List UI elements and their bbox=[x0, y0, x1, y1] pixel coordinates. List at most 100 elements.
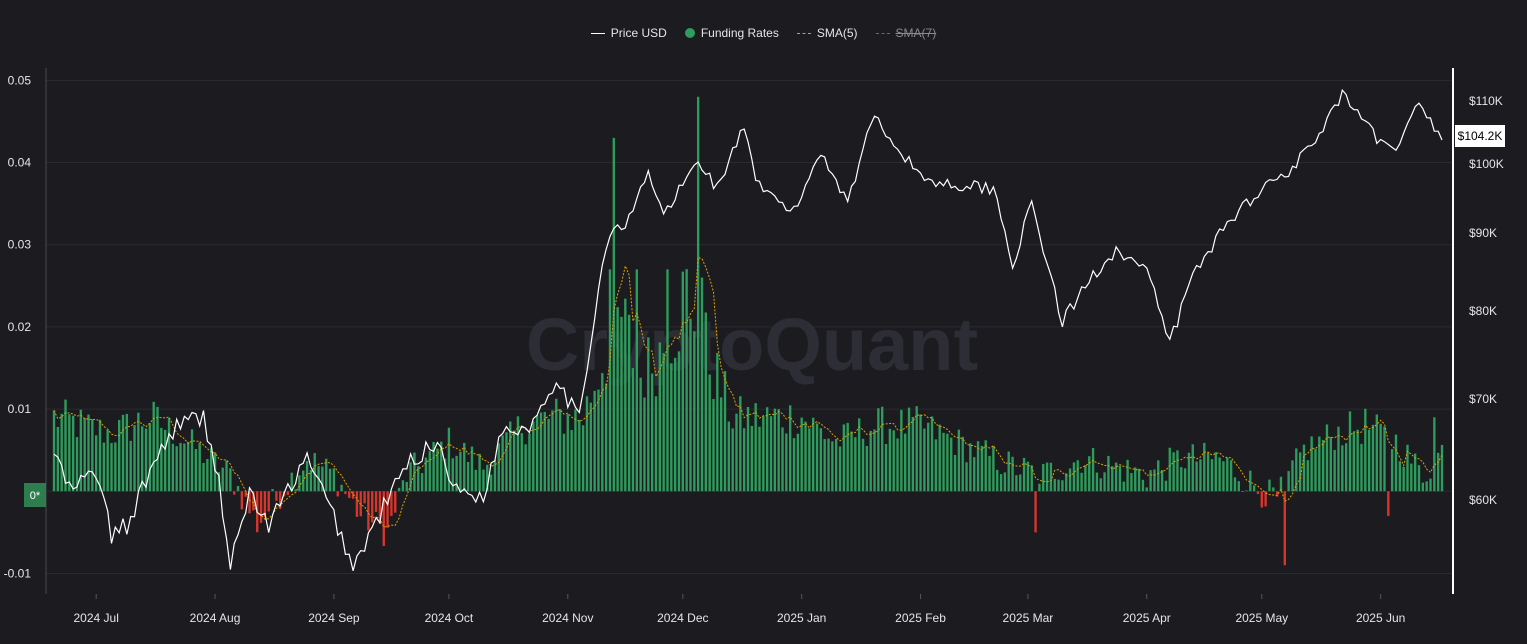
funding-bar bbox=[712, 398, 715, 492]
funding-bar bbox=[505, 432, 508, 492]
legend-item-sma5[interactable]: SMA(5) bbox=[796, 26, 858, 40]
funding-bar bbox=[769, 416, 773, 492]
funding-bar bbox=[1045, 462, 1049, 492]
funding-bar bbox=[1440, 444, 1444, 492]
funding-bar bbox=[777, 409, 780, 492]
funding-bar bbox=[244, 491, 247, 497]
funding-bar bbox=[604, 383, 608, 492]
funding-bar bbox=[91, 419, 94, 492]
left-axis: 0.05 0.04 0.03 0.02 0.01 -0.01 bbox=[4, 68, 47, 594]
funding-bar bbox=[348, 491, 351, 498]
funding-bar bbox=[409, 462, 412, 492]
funding-bar bbox=[1245, 490, 1248, 492]
funding-bar bbox=[1433, 417, 1436, 492]
funding-bar bbox=[1402, 466, 1405, 492]
funding-bar bbox=[1291, 460, 1294, 492]
funding-bar bbox=[466, 461, 470, 492]
funding-bar bbox=[835, 438, 838, 492]
funding-bar bbox=[1298, 452, 1302, 492]
funding-bar bbox=[689, 318, 692, 492]
funding-bar bbox=[685, 269, 688, 492]
funding-bar bbox=[873, 429, 876, 492]
funding-bar bbox=[1287, 471, 1290, 492]
funding-bar bbox=[719, 397, 723, 492]
left-tick-label: -0.01 bbox=[4, 566, 32, 580]
funding-bar bbox=[1344, 443, 1348, 492]
funding-bar bbox=[1122, 481, 1125, 492]
funding-bar bbox=[930, 416, 934, 492]
funding-bar bbox=[493, 460, 497, 492]
funding-bar bbox=[1026, 461, 1030, 492]
funding-bar bbox=[1268, 479, 1271, 492]
funding-bar bbox=[240, 491, 244, 510]
funding-bar bbox=[424, 457, 428, 492]
right-tick-label: $80K bbox=[1469, 304, 1497, 318]
funding-bar bbox=[727, 421, 731, 492]
funding-bar bbox=[915, 406, 918, 492]
funding-bar bbox=[846, 422, 849, 492]
funding-bar bbox=[1091, 447, 1095, 492]
funding-bar bbox=[1325, 424, 1329, 492]
funding-bar bbox=[792, 438, 796, 492]
funding-bar bbox=[532, 421, 535, 492]
legend-item-funding[interactable]: Funding Rates bbox=[684, 26, 779, 40]
right-tick-label: $100K bbox=[1469, 157, 1504, 171]
funding-bar bbox=[1310, 436, 1313, 492]
funding-bar bbox=[332, 468, 336, 492]
funding-bar bbox=[60, 413, 63, 492]
funding-bar bbox=[1103, 472, 1106, 492]
funding-bar bbox=[1436, 452, 1440, 492]
funding-bar bbox=[1233, 477, 1237, 492]
funding-bar bbox=[217, 472, 221, 492]
x-tick-label: 2024 Aug bbox=[190, 611, 241, 625]
legend-price-label: Price USD bbox=[610, 26, 667, 40]
funding-bar bbox=[1237, 481, 1240, 492]
funding-bar bbox=[827, 438, 830, 492]
legend-item-sma7[interactable]: SMA(7) bbox=[875, 26, 936, 40]
funding-bar bbox=[1249, 470, 1252, 492]
funding-bar bbox=[121, 414, 125, 492]
funding-bar bbox=[382, 491, 385, 546]
funding-bar bbox=[585, 396, 589, 492]
funding-bar bbox=[647, 337, 650, 492]
funding-bar bbox=[202, 462, 205, 492]
funding-bar bbox=[1030, 465, 1033, 492]
funding-bar bbox=[919, 414, 922, 492]
x-tick-label: 2025 Jun bbox=[1356, 611, 1405, 625]
funding-bar bbox=[865, 445, 869, 492]
funding-bar bbox=[785, 433, 788, 492]
funding-bar bbox=[141, 426, 144, 492]
funding-bar bbox=[1007, 451, 1010, 492]
funding-bar bbox=[808, 428, 811, 492]
funding-bar bbox=[321, 466, 324, 492]
funding-bar bbox=[194, 448, 198, 492]
funding-bar bbox=[1084, 465, 1087, 492]
funding-bar bbox=[183, 443, 186, 492]
funding-bar bbox=[1333, 449, 1336, 492]
funding-bar bbox=[1180, 467, 1183, 492]
funding-bar bbox=[1038, 483, 1041, 492]
funding-bar bbox=[1229, 460, 1233, 492]
funding-bar bbox=[1042, 463, 1045, 492]
funding-bar bbox=[1172, 452, 1175, 492]
funding-bar bbox=[1149, 470, 1152, 492]
funding-bar bbox=[1019, 474, 1022, 492]
x-tick-label: 2025 Apr bbox=[1123, 611, 1171, 625]
funding-bar bbox=[482, 469, 485, 492]
funding-bar bbox=[677, 351, 681, 492]
funding-bar bbox=[750, 425, 754, 492]
funding-bar bbox=[144, 428, 148, 492]
funding-bar bbox=[992, 445, 995, 492]
funding-bar bbox=[497, 443, 500, 492]
funding-bar bbox=[463, 442, 466, 492]
funding-bar bbox=[800, 417, 803, 492]
funding-bar bbox=[413, 452, 416, 492]
funding-bar bbox=[1364, 408, 1367, 492]
funding-bar bbox=[486, 464, 489, 492]
funding-bar bbox=[815, 423, 819, 492]
funding-bar bbox=[451, 458, 454, 492]
legend-item-price[interactable]: Price USD bbox=[590, 26, 667, 40]
funding-bar bbox=[673, 357, 677, 492]
legend-funding-label: Funding Rates bbox=[700, 26, 779, 40]
funding-bar bbox=[213, 452, 217, 492]
